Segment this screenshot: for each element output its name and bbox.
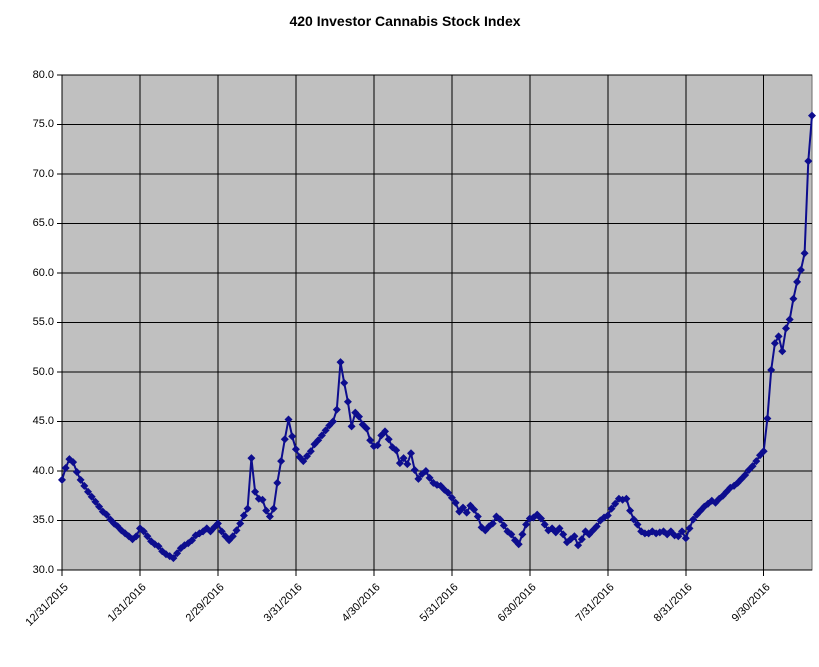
y-axis-tick-label: 75.0 [32, 118, 54, 130]
y-axis-tick-label: 65.0 [32, 217, 54, 229]
y-axis-tick-label: 60.0 [32, 266, 54, 279]
chart-title: 420 Investor Cannabis Stock Index [289, 13, 521, 29]
y-axis-tick-label: 70.0 [32, 167, 54, 180]
y-axis-tick-label: 45.0 [32, 415, 54, 427]
y-axis-tick-label: 40.0 [32, 464, 54, 477]
y-axis-tick-label: 35.0 [32, 514, 54, 526]
y-axis-tick-label: 80.0 [32, 68, 54, 81]
y-axis-tick-label: 50.0 [32, 365, 54, 378]
y-axis-tick-label: 55.0 [32, 316, 54, 328]
y-axis-tick-label: 30.0 [32, 563, 54, 576]
